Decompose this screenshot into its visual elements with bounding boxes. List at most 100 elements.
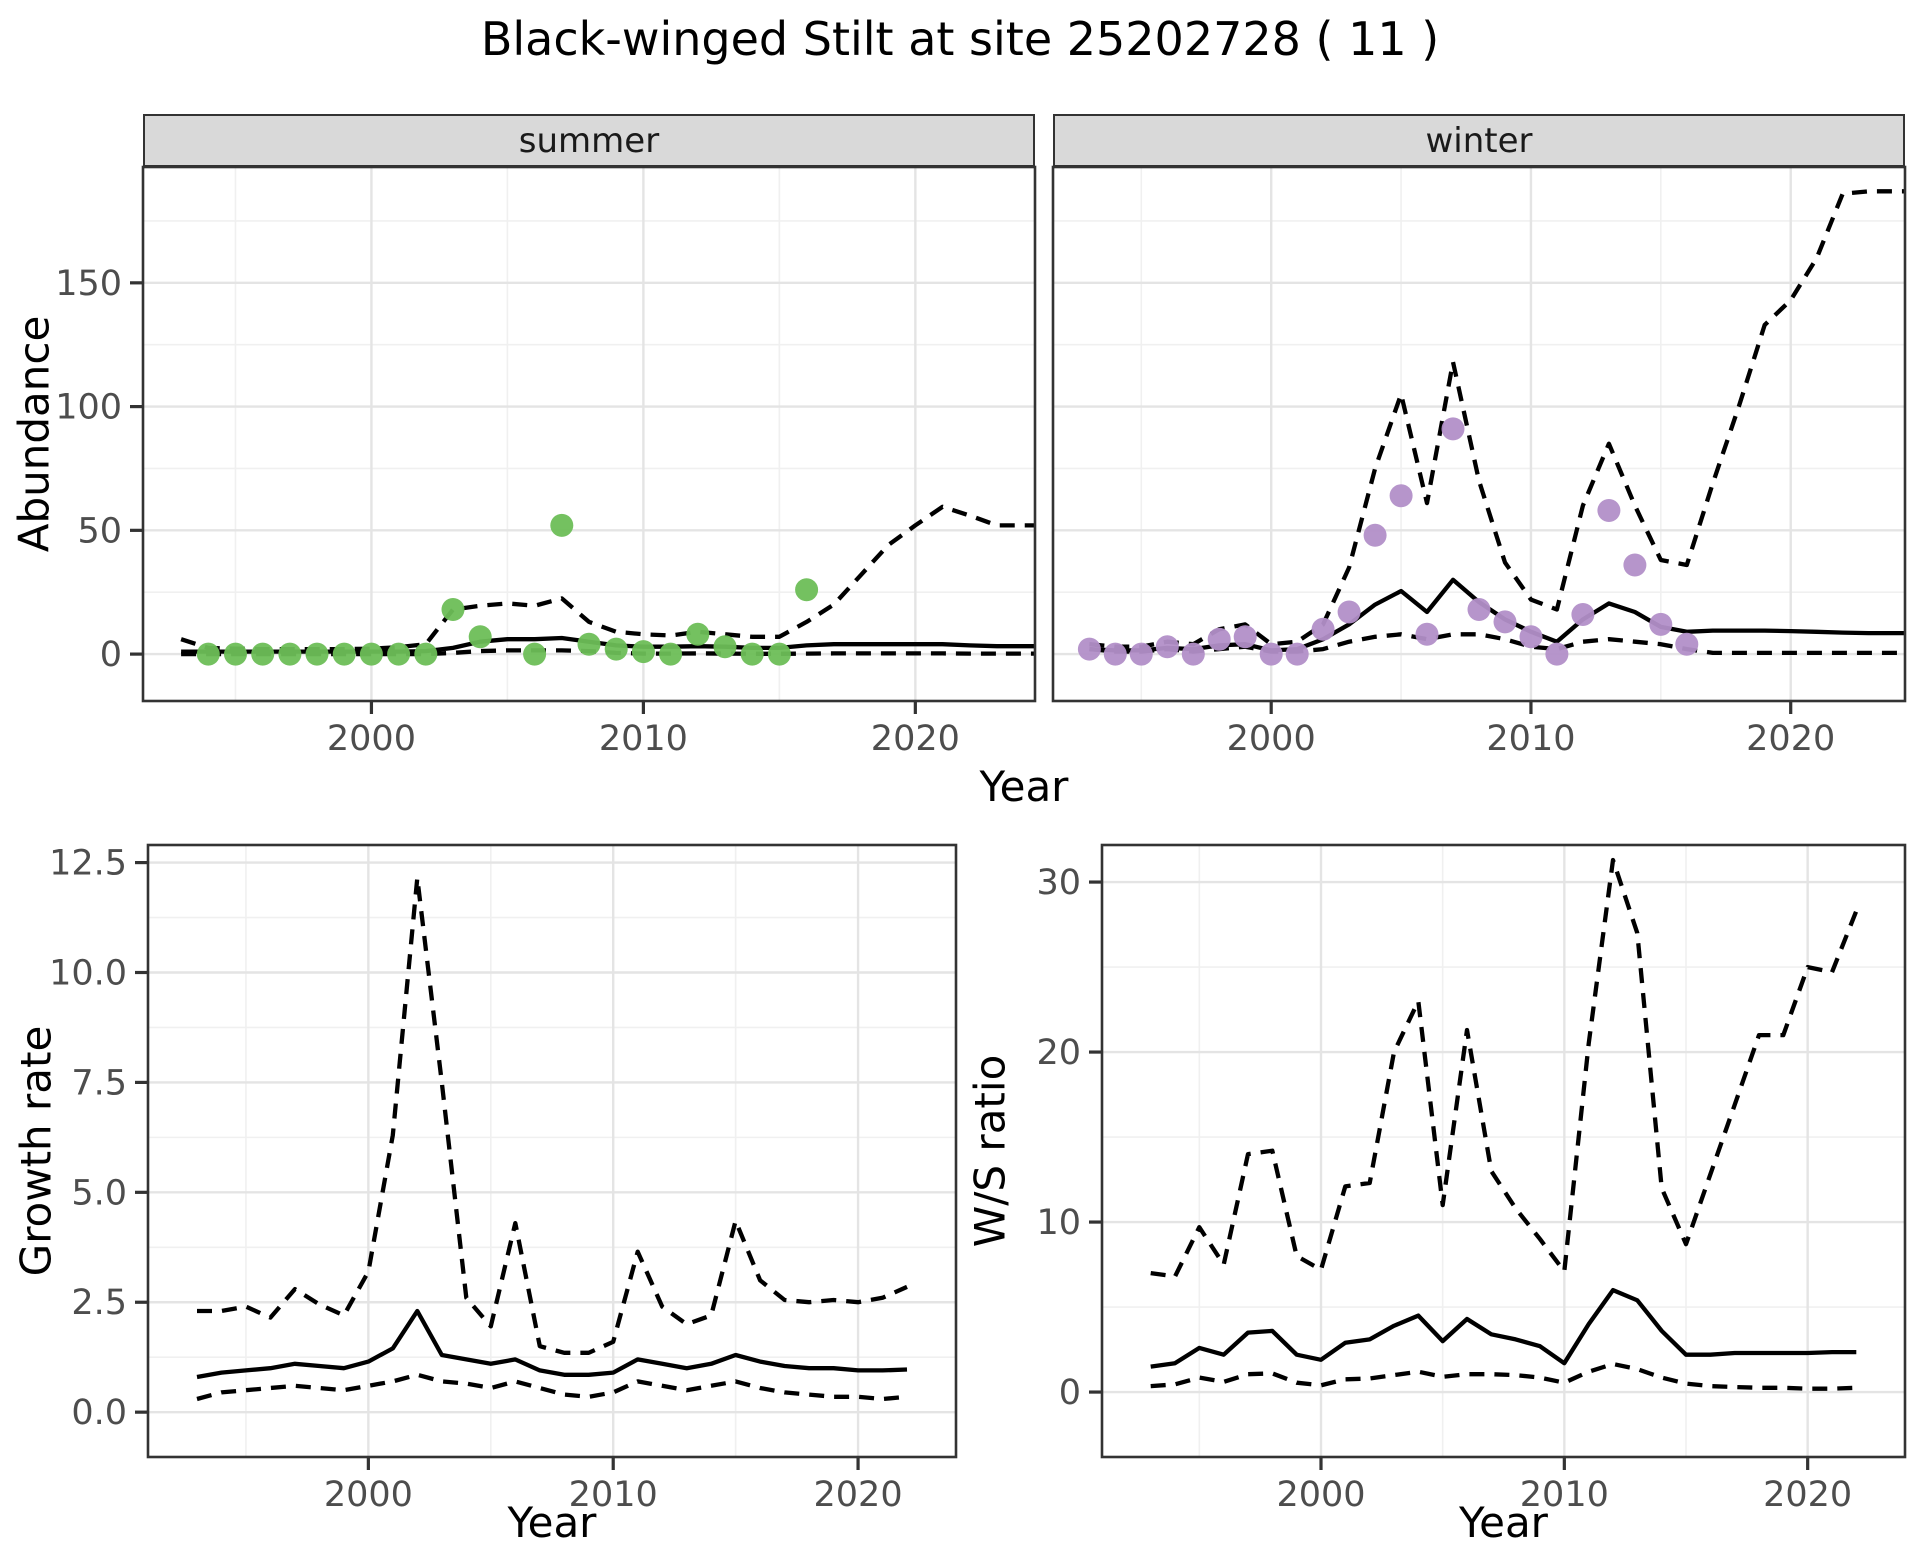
abundance-winter-data-point: [1181, 642, 1205, 666]
y-tick-label: 0: [100, 635, 122, 675]
abundance-summer-upper-ci-line: [180, 504, 1035, 652]
y-tick-label: 100: [55, 388, 122, 428]
abundance-winter-data-point: [1597, 499, 1621, 522]
abundance-summer-data-point: [740, 642, 764, 666]
abundance-winter-data-point: [1311, 617, 1335, 641]
abundance-summer-data-point: [795, 578, 819, 602]
panel-abundance-winter: 2000 2010 2020: [1051, 165, 1907, 759]
abundance-summer-data-point: [577, 632, 601, 656]
x-tick-label: 2020: [871, 719, 960, 759]
abundance-winter-data-point: [1441, 417, 1465, 441]
abundance-summer-data-point: [196, 642, 220, 666]
abundance-summer-data-point: [604, 637, 628, 661]
y-tick-label: 7.5: [71, 1063, 127, 1103]
abundance-winter-data-point: [1233, 625, 1257, 649]
abundance-summer-data-point: [387, 642, 411, 666]
growth-rate-lower-ci-line: [196, 1372, 908, 1402]
facet-strip-winter: winter: [1053, 114, 1905, 167]
page-title: Black-winged Stilt at site 25202728 ( 11…: [480, 12, 1440, 66]
y-tick-label: 5.0: [71, 1173, 127, 1213]
growth-rate-upper-ci-line: [197, 875, 908, 1355]
x-axis-title-year-top: Year: [979, 762, 1069, 811]
abundance-summer-data-point: [224, 642, 247, 666]
abundance-summer-data-point: [278, 642, 302, 666]
x-tick-label: 2000: [327, 719, 416, 759]
y-tick-label: 12.5: [49, 844, 127, 884]
facet-strip-summer-label: summer: [518, 120, 660, 161]
y-tick-label: 10: [1036, 1203, 1081, 1243]
abundance-winter-data-point: [1103, 642, 1127, 666]
y-tick-label: 0.0: [71, 1393, 127, 1433]
abundance-winter-data-point: [1077, 637, 1101, 661]
abundance-winter-upper-ci-line: [1089, 189, 1905, 649]
panel-border: [1051, 165, 1907, 703]
facet-strip-summer: summer: [143, 114, 1035, 167]
abundance-summer-data-point: [332, 642, 356, 666]
y-tick-label: 2.5: [71, 1283, 127, 1323]
abundance-winter-data-point: [1415, 622, 1439, 646]
abundance-summer-data-point: [713, 635, 737, 659]
panel-border: [1100, 843, 1907, 1459]
panel-abundance-summer: 2000 2010 2020 0 50 100 150: [55, 165, 1037, 759]
y-tick-label: 0: [1059, 1373, 1081, 1413]
panel-border: [146, 843, 958, 1459]
abundance-summer-data-point: [659, 642, 683, 666]
ws-ratio-upper-ci-line: [1150, 857, 1859, 1279]
abundance-winter-data-point: [1155, 635, 1179, 659]
abundance-summer-data-point: [414, 642, 438, 666]
x-tick-label: 2020: [1746, 719, 1835, 759]
abundance-summer-lower-ci-line: [181, 648, 1035, 657]
y-axis-title-ws-ratio: W/S ratio: [965, 1054, 1015, 1248]
panel-border: [141, 165, 1037, 703]
panel-growth-rate: 2000 2010 2020 0.0 2.5 5.0 7.5 10.0 12.5: [49, 843, 958, 1515]
abundance-winter-data-point: [1649, 612, 1673, 636]
y-axis-title-abundance: Abundance: [9, 315, 59, 553]
x-tick-label: 2020: [1763, 1475, 1852, 1515]
abundance-summer-data-point: [359, 642, 383, 666]
abundance-summer-data-point: [767, 642, 791, 666]
ws-ratio-lower-ci-line: [1150, 1361, 1857, 1391]
abundance-summer-data-point: [305, 642, 329, 666]
abundance-summer-data-point: [631, 640, 655, 664]
x-tick-label: 2020: [814, 1475, 903, 1515]
x-tick-label: 2010: [1486, 719, 1575, 759]
abundance-winter-data-point: [1519, 625, 1543, 649]
abundance-summer-data-point: [468, 625, 492, 649]
abundance-winter-data-point: [1389, 484, 1413, 508]
y-tick-label: 50: [77, 511, 122, 551]
abundance-winter-data-point: [1467, 598, 1491, 621]
abundance-winter-data-point: [1129, 642, 1153, 666]
abundance-winter-data-point: [1259, 642, 1283, 666]
x-axis-title-year-growth: Year: [507, 1498, 597, 1547]
growth-rate-fit-line: [196, 1308, 908, 1380]
abundance-winter-data-point: [1545, 642, 1569, 666]
x-tick-label: 2010: [1520, 1475, 1609, 1515]
panel-ws-ratio: 2000 2010 2020 0 10 20 30: [1036, 843, 1907, 1515]
facet-strip-winter-label: winter: [1425, 120, 1533, 161]
abundance-winter-data-point: [1285, 642, 1309, 666]
x-tick-label: 2000: [1276, 1475, 1365, 1515]
abundance-winter-data-point: [1337, 600, 1361, 624]
y-tick-label: 20: [1036, 1033, 1081, 1073]
x-tick-label: 2010: [569, 1475, 658, 1515]
x-axis-title-year-ws: Year: [1459, 1498, 1548, 1547]
abundance-winter-data-point: [1623, 553, 1647, 577]
abundance-winter-data-point: [1363, 523, 1387, 547]
y-tick-label: 30: [1036, 863, 1081, 903]
y-tick-label: 10.0: [49, 954, 127, 994]
ws-ratio-fit-line: [1150, 1287, 1857, 1369]
abundance-summer-data-point: [251, 642, 275, 666]
abundance-summer-data-point: [523, 642, 547, 666]
x-tick-label: 2000: [1227, 719, 1316, 759]
abundance-winter-data-point: [1675, 632, 1699, 656]
abundance-winter-data-point: [1207, 627, 1231, 651]
abundance-winter-data-point: [1571, 603, 1595, 626]
abundance-summer-data-point: [686, 622, 710, 646]
abundance-summer-data-point: [441, 598, 465, 621]
abundance-summer-data-point: [550, 513, 574, 537]
abundance-winter-data-point: [1493, 610, 1517, 634]
x-tick-label: 2000: [324, 1475, 413, 1515]
x-tick-label: 2010: [599, 719, 688, 759]
y-axis-title-growth-rate: Growth rate: [11, 1025, 61, 1277]
